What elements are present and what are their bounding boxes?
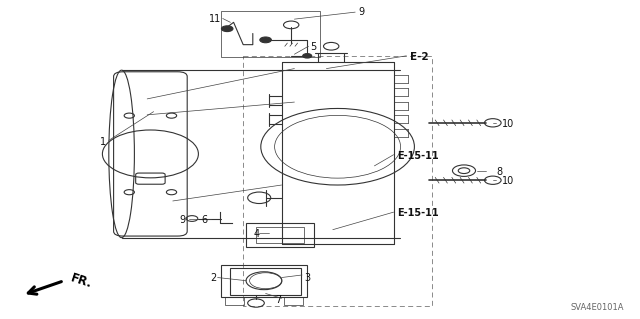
Circle shape <box>303 54 312 58</box>
Bar <box>284 297 303 305</box>
Text: 10: 10 <box>502 119 515 129</box>
Circle shape <box>221 26 233 32</box>
Bar <box>221 265 307 297</box>
Bar <box>221 11 320 57</box>
Text: 9: 9 <box>179 215 186 225</box>
Text: 1: 1 <box>99 137 106 147</box>
Text: 6: 6 <box>202 215 208 225</box>
Text: 3: 3 <box>304 272 310 283</box>
Text: E-2: E-2 <box>410 52 428 62</box>
Bar <box>246 223 314 247</box>
Text: 9: 9 <box>358 7 365 17</box>
Circle shape <box>260 37 271 43</box>
Bar <box>225 297 244 305</box>
Bar <box>243 56 432 306</box>
Text: 2: 2 <box>210 273 216 284</box>
Text: E-15-11: E-15-11 <box>397 208 438 218</box>
Text: 7: 7 <box>275 295 282 305</box>
Text: 11: 11 <box>209 14 221 24</box>
Bar <box>230 268 301 295</box>
Text: SVA4E0101A: SVA4E0101A <box>570 303 624 312</box>
Text: 10: 10 <box>502 176 515 186</box>
Bar <box>256 227 304 243</box>
Text: 8: 8 <box>496 167 502 177</box>
Text: E-15-11: E-15-11 <box>397 151 438 161</box>
Text: 5: 5 <box>310 42 317 52</box>
Text: 4: 4 <box>253 229 259 240</box>
Text: FR.: FR. <box>69 271 94 290</box>
